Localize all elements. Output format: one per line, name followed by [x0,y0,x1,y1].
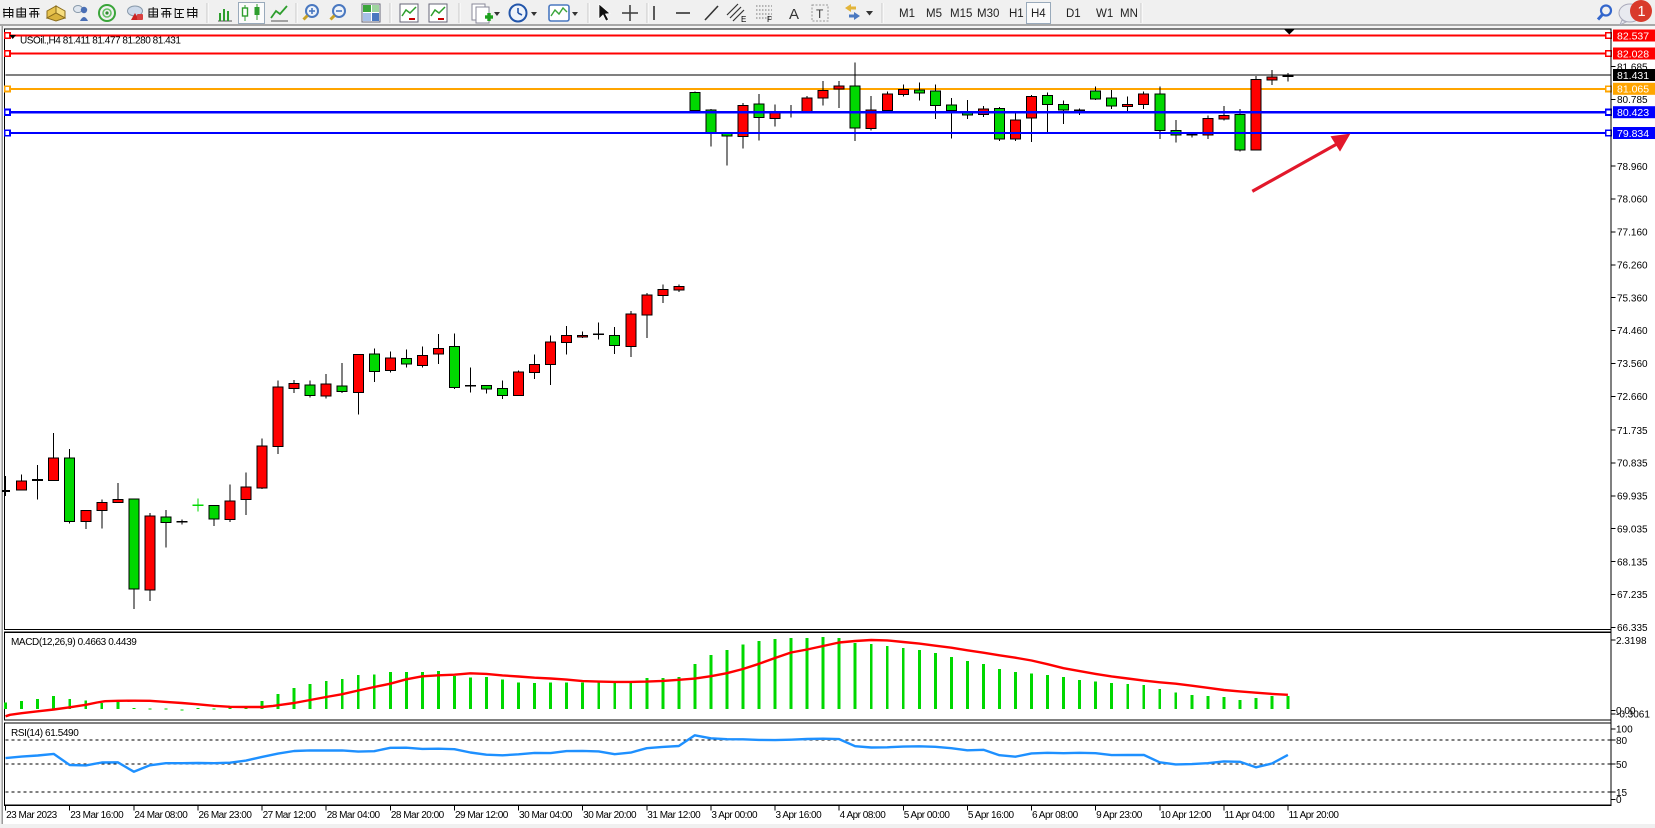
svg-text:E: E [741,15,746,24]
svg-text:9 Apr 23:00: 9 Apr 23:00 [1096,810,1143,821]
svg-text:F: F [767,15,772,24]
svg-text:H4: H4 [1031,8,1046,20]
svg-text:82.537: 82.537 [1617,30,1649,42]
svg-text:71.735: 71.735 [1617,426,1648,437]
svg-text:66.335: 66.335 [1617,623,1648,634]
svg-text:23 Mar 2023: 23 Mar 2023 [6,810,58,821]
svg-text:24 Mar 08:00: 24 Mar 08:00 [134,810,188,821]
svg-text:3 Apr 00:00: 3 Apr 00:00 [711,810,758,821]
svg-text:11 Apr 20:00: 11 Apr 20:00 [1289,810,1340,821]
svg-text:USOil.,H4 81.411 81.477 81.28: USOil.,H4 81.411 81.477 81.280 81.431 [20,36,181,47]
svg-text:28 Mar 04:00: 28 Mar 04:00 [327,810,381,821]
svg-text:69.035: 69.035 [1617,524,1648,535]
svg-text:28 Mar 20:00: 28 Mar 20:00 [391,810,445,821]
svg-text:67.235: 67.235 [1617,590,1648,601]
svg-text:81.431: 81.431 [1617,70,1649,82]
svg-text:1: 1 [1638,4,1646,20]
svg-text:76.260: 76.260 [1617,261,1648,272]
svg-text:M1: M1 [899,8,915,20]
svg-text:5 Apr 00:00: 5 Apr 00:00 [904,810,951,821]
svg-text:2.3198: 2.3198 [1616,636,1647,647]
svg-text:69.935: 69.935 [1617,492,1648,503]
svg-text:81.065: 81.065 [1617,84,1649,96]
svg-text:77.160: 77.160 [1617,228,1648,239]
svg-text:M30: M30 [977,8,999,20]
svg-text:100: 100 [1616,725,1633,736]
svg-text:M5: M5 [926,8,942,20]
svg-text:31 Mar 12:00: 31 Mar 12:00 [647,810,701,821]
svg-text:70.835: 70.835 [1617,459,1648,470]
svg-text:-0.3061: -0.3061 [1616,710,1650,721]
svg-text:72.660: 72.660 [1617,392,1648,403]
svg-text:4 Apr 08:00: 4 Apr 08:00 [840,810,887,821]
svg-text:78.960: 78.960 [1617,162,1648,173]
svg-text:A: A [789,6,799,23]
svg-text:5 Apr 16:00: 5 Apr 16:00 [968,810,1015,821]
svg-text:30 Mar 04:00: 30 Mar 04:00 [519,810,573,821]
svg-text:79.834: 79.834 [1617,128,1649,140]
svg-text:MN: MN [1120,8,1138,20]
svg-text:68.135: 68.135 [1617,557,1648,568]
svg-text:81.685: 81.685 [1617,62,1648,73]
svg-text:80.785: 80.785 [1617,95,1648,106]
svg-text:80: 80 [1616,736,1628,747]
svg-text:MACD(12,26,9) 0.4663 0.4439: MACD(12,26,9) 0.4663 0.4439 [11,637,137,648]
svg-text:50: 50 [1616,760,1628,771]
svg-text:W1: W1 [1096,8,1113,20]
svg-text:11 Apr 04:00: 11 Apr 04:00 [1224,810,1275,821]
svg-text:M15: M15 [950,8,972,20]
svg-text:RSI(14) 61.5490: RSI(14) 61.5490 [11,728,79,739]
svg-text:82.028: 82.028 [1617,48,1649,60]
svg-text:29 Mar 12:00: 29 Mar 12:00 [455,810,509,821]
svg-text:D1: D1 [1066,8,1081,20]
svg-text:75.360: 75.360 [1617,293,1648,304]
svg-text:80.423: 80.423 [1617,107,1649,119]
svg-text:73.560: 73.560 [1617,359,1648,370]
svg-text:74.460: 74.460 [1617,326,1648,337]
svg-text:3 Apr 16:00: 3 Apr 16:00 [776,810,823,821]
svg-text:6 Apr 08:00: 6 Apr 08:00 [1032,810,1079,821]
svg-text:78.060: 78.060 [1617,195,1648,206]
svg-text:27 Mar 12:00: 27 Mar 12:00 [263,810,317,821]
svg-text:23 Mar 16:00: 23 Mar 16:00 [70,810,124,821]
svg-text:10 Apr 12:00: 10 Apr 12:00 [1160,810,1212,821]
svg-text:T: T [816,7,824,21]
svg-text:26 Mar 23:00: 26 Mar 23:00 [198,810,252,821]
svg-text:0.00: 0.00 [1616,706,1636,717]
svg-text:H1: H1 [1009,8,1024,20]
svg-text:15: 15 [1616,788,1628,799]
svg-text:30 Mar 20:00: 30 Mar 20:00 [583,810,637,821]
svg-text:0: 0 [1616,795,1622,806]
